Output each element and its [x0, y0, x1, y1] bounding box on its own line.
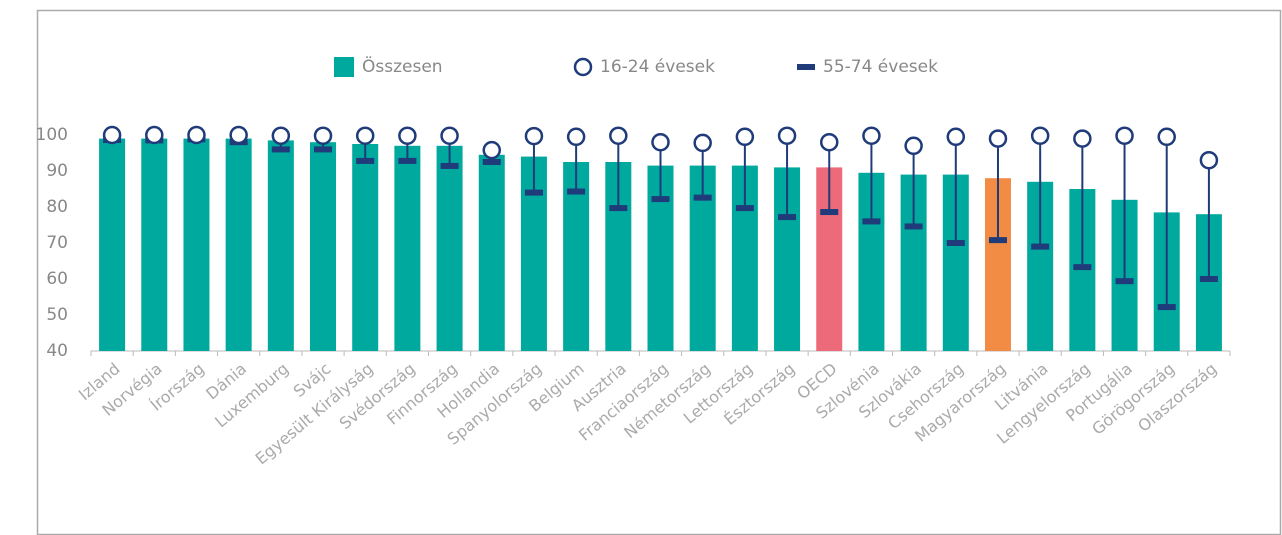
- y-tick-label: 90: [46, 161, 68, 181]
- circle-marker: [102, 125, 122, 145]
- circle-marker: [355, 126, 375, 145]
- dash-marker: [778, 214, 797, 221]
- dash-marker: [862, 218, 881, 225]
- y-tick-label: 80: [46, 197, 68, 217]
- legend-label: 55-74 évesek: [823, 57, 938, 77]
- circle-marker: [524, 126, 544, 146]
- dash-marker: [988, 237, 1007, 244]
- circle-marker: [1157, 127, 1176, 147]
- bar: [478, 154, 505, 351]
- dash-marker: [820, 209, 839, 216]
- circle-marker: [482, 140, 502, 160]
- circle-marker: [862, 126, 881, 145]
- dash-marker: [567, 188, 586, 195]
- dash-marker: [440, 162, 459, 169]
- circle-marker: [988, 129, 1008, 148]
- dash-marker: [609, 205, 628, 212]
- dash-marker: [1073, 264, 1092, 271]
- bar: [436, 145, 463, 351]
- legend-swatch: [334, 57, 354, 77]
- legend-swatch: [797, 64, 815, 70]
- dash-marker: [314, 146, 333, 153]
- bar: [141, 138, 168, 351]
- bar: [352, 144, 379, 351]
- y-tick-label: 100: [36, 125, 68, 145]
- legend-swatch: [573, 57, 593, 77]
- dash-marker: [651, 196, 670, 203]
- bar: [225, 138, 252, 351]
- circle-marker: [693, 133, 712, 153]
- dash-marker: [904, 223, 923, 230]
- dash-marker: [482, 159, 501, 165]
- bar: [310, 142, 337, 351]
- circle-marker: [566, 127, 586, 147]
- bar: [183, 138, 210, 351]
- bar: [394, 145, 421, 351]
- circle-marker: [1199, 150, 1219, 170]
- circle-marker: [946, 127, 966, 147]
- dash-marker: [524, 189, 543, 196]
- circle-marker: [313, 126, 333, 145]
- dash-marker: [1115, 278, 1134, 285]
- circle-marker: [904, 136, 923, 156]
- circle-marker: [819, 132, 839, 152]
- circle-marker: [145, 125, 164, 145]
- circle-marker: [777, 126, 797, 145]
- dash-marker: [398, 157, 417, 164]
- dash-marker: [271, 146, 290, 153]
- circle-marker: [1115, 126, 1134, 145]
- circle-marker: [735, 127, 755, 147]
- dash-marker: [356, 157, 375, 164]
- dash-marker: [735, 205, 754, 212]
- dash-marker: [1199, 276, 1218, 282]
- dash-marker: [1031, 243, 1050, 250]
- y-tick-label: 40: [46, 341, 68, 361]
- dash-marker: [1157, 304, 1176, 311]
- circle-marker: [187, 125, 206, 145]
- circle-marker: [1030, 126, 1050, 145]
- bar: [267, 140, 294, 351]
- y-tick-label: 70: [46, 233, 68, 253]
- circle-marker: [271, 126, 291, 145]
- y-tick-label: 60: [46, 269, 68, 289]
- circle-marker: [609, 126, 628, 145]
- circle-marker: [440, 126, 459, 145]
- legend-label: 16-24 évesek: [600, 57, 715, 77]
- circle-marker: [651, 132, 670, 152]
- dash-marker: [946, 240, 965, 246]
- circle-marker: [1073, 129, 1092, 148]
- circle-marker: [229, 125, 248, 145]
- bar: [99, 138, 126, 351]
- circle-marker: [398, 126, 417, 145]
- dash-marker: [693, 194, 712, 201]
- legend-label: Összesen: [362, 55, 443, 77]
- y-tick-label: 50: [46, 305, 68, 325]
